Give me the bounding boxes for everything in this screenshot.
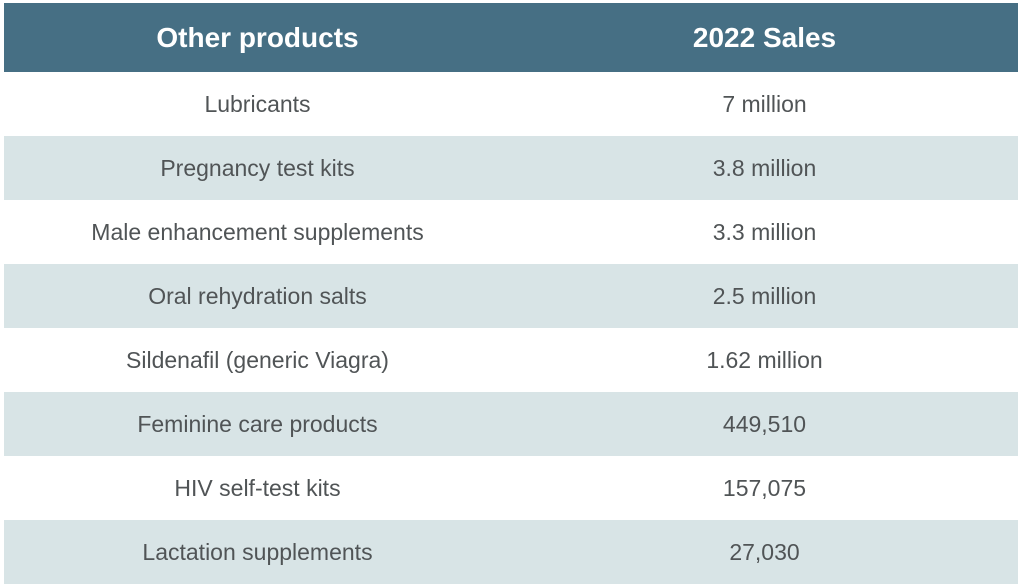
sales-table: Other products 2022 Sales Lubricants 7 m… — [4, 3, 1018, 584]
product-cell: Lactation supplements — [142, 538, 373, 565]
table-row: Oral rehydration salts 2.5 million — [4, 264, 1018, 328]
table-row: Lubricants 7 million — [4, 72, 1018, 136]
sales-cell: 1.62 million — [706, 346, 823, 373]
table-row: HIV self-test kits 157,075 — [4, 456, 1018, 520]
table-row: Feminine care products 449,510 — [4, 392, 1018, 456]
sales-cell: 3.8 million — [712, 154, 817, 181]
product-cell: Pregnancy test kits — [160, 154, 355, 181]
product-cell: Feminine care products — [137, 410, 378, 437]
product-cell: HIV self-test kits — [174, 474, 341, 501]
product-cell: Lubricants — [204, 90, 311, 117]
product-cell: Male enhancement supplements — [91, 218, 424, 245]
product-cell: Oral rehydration salts — [148, 282, 367, 309]
table-row: Lactation supplements 27,030 — [4, 520, 1018, 584]
table-header: Other products 2022 Sales — [4, 3, 1018, 72]
product-cell: Sildenafil (generic Viagra) — [126, 346, 389, 373]
sales-table-container: Other products 2022 Sales Lubricants 7 m… — [4, 3, 1018, 584]
header-row: Other products 2022 Sales — [4, 3, 1018, 72]
table-row: Male enhancement supplements 3.3 million — [4, 200, 1018, 264]
sales-cell: 3.3 million — [712, 218, 817, 245]
table-row: Pregnancy test kits 3.8 million — [4, 136, 1018, 200]
table-body: Lubricants 7 million Pregnancy test kits… — [4, 72, 1018, 584]
sales-cell: 449,510 — [722, 410, 807, 437]
sales-cell: 27,030 — [729, 538, 800, 565]
sales-cell: 2.5 million — [712, 282, 817, 309]
sales-cell: 7 million — [722, 90, 807, 117]
header-sales: 2022 Sales — [692, 21, 837, 53]
table-row: Sildenafil (generic Viagra) 1.62 million — [4, 328, 1018, 392]
header-product: Other products — [156, 21, 359, 53]
sales-cell: 157,075 — [722, 474, 807, 501]
